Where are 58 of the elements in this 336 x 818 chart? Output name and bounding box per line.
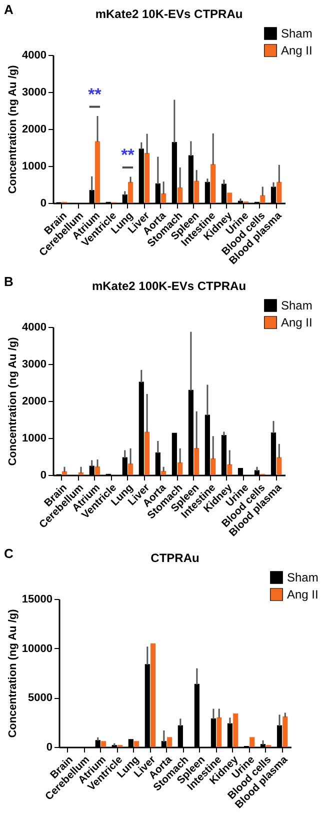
- legend-label: Ang II: [281, 316, 312, 330]
- y-tick-label: 10000: [22, 642, 52, 655]
- bar: [94, 466, 100, 475]
- y-tick-label: 2000: [22, 124, 46, 136]
- y-tick-label: 1000: [22, 432, 46, 444]
- legend-label: Ang II: [287, 588, 318, 602]
- legend-label: Sham: [287, 570, 318, 584]
- bar: [128, 182, 134, 203]
- bar: [210, 164, 216, 203]
- y-axis-title: Concentration (ng Au /g): [6, 608, 19, 738]
- bar: [216, 717, 222, 747]
- bar: [210, 458, 216, 475]
- text: C: [4, 546, 14, 561]
- text: A: [4, 2, 14, 17]
- y-axis-title: Concentration (ng Au /g): [7, 336, 20, 466]
- y-tick-label: 15000: [22, 594, 52, 606]
- bar: [161, 470, 166, 475]
- bar: [276, 182, 282, 203]
- bar: [250, 737, 255, 747]
- bar: [94, 141, 100, 203]
- bar: [233, 713, 238, 747]
- legend-label: Sham: [281, 26, 312, 40]
- y-tick-label: 5000: [28, 692, 52, 704]
- bar: [144, 153, 150, 203]
- annotation: **: [88, 84, 102, 104]
- bar: [194, 180, 200, 203]
- y-tick-label: 4000: [22, 322, 46, 334]
- y-tick-label: 0: [40, 470, 46, 482]
- bar: [227, 464, 232, 475]
- bar: [144, 432, 150, 475]
- legend-label: Sham: [281, 298, 312, 312]
- y-tick-label: 3000: [22, 86, 46, 98]
- chart-title: mKate2 100K-EVs CTPRAu: [92, 279, 246, 293]
- bar: [161, 193, 166, 203]
- chart-title: mKate2 10K-EVs CTPRAu: [95, 7, 243, 21]
- text: B: [4, 274, 14, 289]
- y-tick-label: 0: [40, 198, 46, 210]
- y-tick-label: 3000: [22, 358, 46, 370]
- bar: [194, 448, 200, 475]
- bar: [227, 192, 232, 203]
- y-tick-label: 0: [46, 742, 52, 754]
- annotation: **: [121, 145, 135, 164]
- bar: [282, 716, 288, 747]
- bar: [178, 187, 183, 203]
- y-tick-label: 4000: [22, 50, 46, 62]
- bar: [178, 462, 183, 475]
- bar: [276, 457, 282, 475]
- bar: [260, 195, 266, 203]
- bar: [128, 464, 134, 475]
- y-tick-label: 2000: [22, 396, 46, 408]
- bar: [150, 643, 156, 747]
- legend-label: Ang II: [281, 44, 312, 58]
- y-axis-title: Concentration (ng Au /g): [7, 64, 20, 194]
- bar: [167, 737, 172, 747]
- bar: [100, 741, 106, 747]
- chart-title: CTPRAu: [150, 551, 200, 565]
- bar: [134, 741, 140, 747]
- y-tick-label: 1000: [22, 160, 46, 172]
